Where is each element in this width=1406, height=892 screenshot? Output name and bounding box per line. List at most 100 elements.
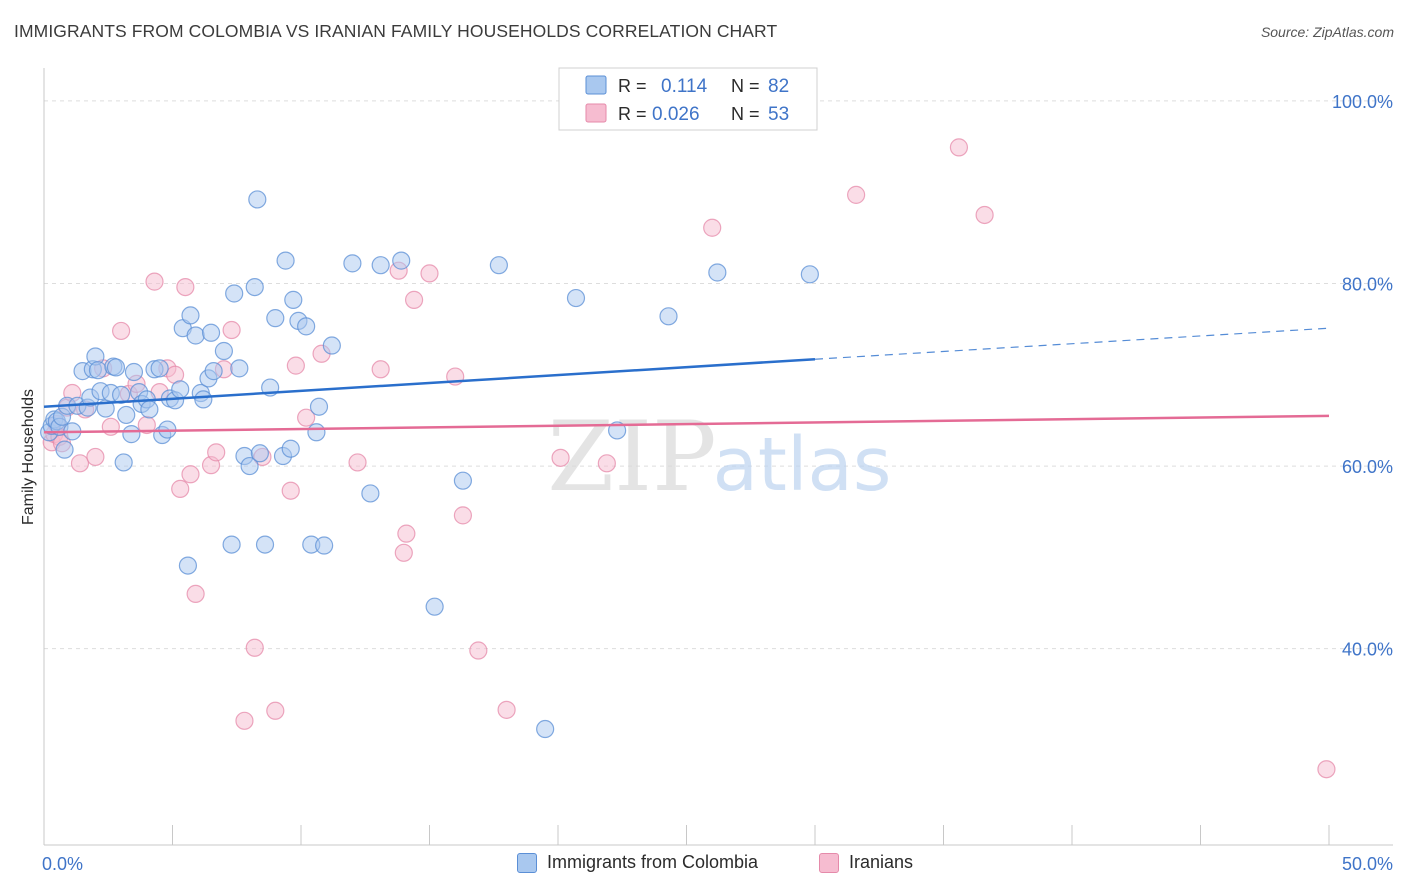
point-colombia — [150, 359, 169, 378]
series-legend: Immigrants from Colombia Iranians — [0, 852, 1406, 876]
y-tick-label: 100.0% — [1332, 92, 1393, 112]
point-iranians — [286, 356, 305, 375]
legend-r-value: 0.026 — [652, 104, 700, 125]
point-colombia — [322, 336, 341, 355]
point-iranians — [394, 543, 413, 562]
point-iranians — [111, 321, 131, 341]
data-points — [40, 138, 1336, 779]
legend-swatch-colombia — [517, 852, 537, 873]
axes — [43, 68, 1393, 846]
legend-n-value: 82 — [768, 76, 789, 97]
y-tick-label: 80.0% — [1342, 274, 1393, 294]
point-iranians — [222, 320, 241, 340]
point-colombia — [489, 256, 508, 275]
point-colombia — [425, 597, 444, 616]
point-colombia — [361, 484, 380, 503]
point-iranians — [171, 479, 190, 498]
y-tick-label: 40.0% — [1342, 640, 1393, 660]
point-iranians — [181, 465, 200, 484]
trend-line-colombia-dashed — [814, 327, 1330, 360]
point-colombia — [181, 306, 200, 325]
point-colombia — [124, 362, 144, 382]
point-colombia — [171, 380, 190, 399]
x-tick-label: 0.0% — [42, 854, 83, 874]
legend-r-value: 0.114 — [661, 76, 708, 97]
grid-lines — [44, 100, 1393, 650]
watermark-zip: ZIP — [547, 401, 716, 513]
point-iranians — [348, 453, 367, 472]
point-iranians — [266, 701, 285, 720]
point-iranians — [245, 638, 264, 657]
point-colombia — [245, 277, 264, 297]
point-colombia — [214, 341, 233, 361]
watermark: ZIP atlas — [547, 401, 891, 513]
trend-line-colombia — [43, 357, 816, 408]
point-iranians — [281, 481, 300, 500]
y-tick-label: 60.0% — [1342, 457, 1393, 477]
point-colombia — [343, 254, 362, 273]
legend-label-iranians: Iranians — [849, 852, 914, 872]
point-colombia — [186, 326, 205, 345]
point-iranians — [176, 277, 195, 297]
point-iranians — [235, 711, 254, 730]
point-colombia — [250, 444, 269, 463]
legend-n-label: N = — [731, 104, 760, 124]
point-colombia — [106, 358, 126, 377]
point-colombia — [266, 309, 285, 328]
point-colombia — [225, 284, 244, 303]
point-iranians — [597, 454, 616, 473]
point-colombia — [178, 556, 198, 575]
point-colombia — [204, 362, 223, 381]
point-iranians — [551, 448, 570, 467]
point-colombia — [453, 471, 473, 490]
point-iranians — [297, 408, 316, 427]
point-colombia — [392, 251, 411, 270]
point-iranians — [145, 272, 164, 291]
point-colombia — [284, 290, 303, 309]
point-iranians — [975, 205, 994, 225]
point-iranians — [86, 447, 105, 467]
legend-n-label: N = — [731, 76, 760, 96]
point-colombia — [222, 535, 241, 554]
point-colombia — [371, 256, 390, 275]
legend-swatch-blue — [585, 75, 607, 95]
point-iranians — [453, 506, 473, 525]
point-colombia — [201, 323, 221, 342]
point-iranians — [420, 264, 439, 283]
point-iranians — [70, 454, 90, 473]
chart-title: IMMIGRANTS FROM COLOMBIA VS IRANIAN FAMI… — [14, 21, 778, 41]
point-iranians — [186, 584, 205, 603]
point-iranians — [1317, 760, 1336, 779]
legend-n-value: 53 — [768, 104, 789, 125]
point-colombia — [117, 405, 136, 425]
point-colombia — [315, 536, 334, 555]
point-colombia — [122, 425, 141, 444]
point-colombia — [55, 440, 74, 459]
point-colombia — [194, 390, 213, 409]
point-colombia — [566, 288, 586, 308]
point-iranians — [497, 700, 516, 719]
tick-labels: 40.0% 60.0% 80.0% 100.0% 0.0% 50.0% — [42, 92, 1393, 874]
point-colombia — [281, 439, 300, 458]
legend-item-colombia: Immigrants from Colombia — [517, 852, 758, 873]
point-colombia — [659, 307, 678, 326]
point-colombia — [309, 397, 329, 416]
point-colombia — [255, 535, 275, 554]
point-iranians — [847, 185, 866, 204]
point-colombia — [230, 359, 249, 378]
legend-item-iranians: Iranians — [819, 852, 913, 873]
point-colombia — [88, 361, 108, 380]
legend-swatch-pink — [585, 103, 607, 123]
legend-label-colombia: Immigrants from Colombia — [547, 852, 759, 872]
point-colombia — [248, 190, 267, 209]
source-credit: Source: ZipAtlas.com — [1260, 24, 1394, 40]
point-colombia — [114, 453, 133, 472]
point-colombia — [276, 251, 295, 270]
point-colombia — [111, 385, 131, 404]
point-colombia — [800, 265, 819, 284]
point-colombia — [708, 263, 727, 282]
point-iranians — [404, 290, 424, 309]
x-tick-label: 50.0% — [1342, 854, 1393, 874]
point-iranians — [397, 524, 416, 543]
